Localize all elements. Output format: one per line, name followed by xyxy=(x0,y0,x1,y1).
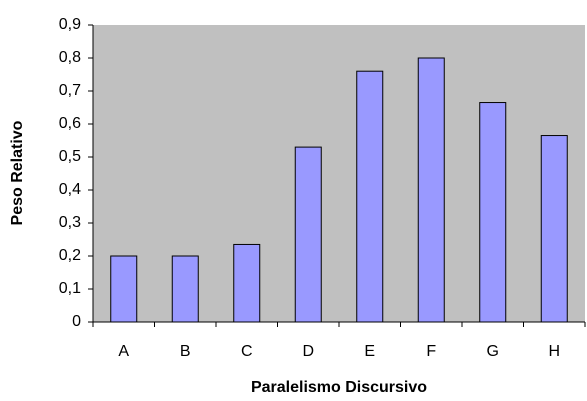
bar xyxy=(294,146,322,323)
y-tick-label: 0,1 xyxy=(59,280,81,297)
plot-area xyxy=(93,25,585,322)
x-tick-label: E xyxy=(364,343,375,360)
bar xyxy=(417,57,445,323)
y-tick-label: 0,4 xyxy=(59,181,81,198)
bar xyxy=(356,70,384,323)
x-tick-label: C xyxy=(241,343,253,360)
x-axis-label: Paralelismo Discursivo xyxy=(251,379,427,396)
x-tick-label: A xyxy=(118,343,129,360)
x-tick-label: D xyxy=(302,343,314,360)
y-tick-label: 0 xyxy=(72,313,81,330)
y-axis-label: Peso Relativo xyxy=(9,120,26,225)
y-tick-label: 0,9 xyxy=(59,16,81,33)
x-tick-label: B xyxy=(180,343,191,360)
bar xyxy=(479,102,507,323)
y-tick-label: 0,7 xyxy=(59,82,81,99)
y-tick-label: 0,3 xyxy=(59,214,81,231)
bar xyxy=(171,255,199,323)
y-tick-label: 0,8 xyxy=(59,49,81,66)
x-tick-label: G xyxy=(487,343,499,360)
y-tick-label: 0,5 xyxy=(59,148,81,165)
y-tick-label: 0,6 xyxy=(59,115,81,132)
x-tick-label: F xyxy=(426,343,436,360)
bar xyxy=(110,255,138,323)
bar xyxy=(233,243,261,323)
x-tick-label: H xyxy=(548,343,560,360)
bar xyxy=(540,135,568,323)
y-tick-label: 0,2 xyxy=(59,247,81,264)
